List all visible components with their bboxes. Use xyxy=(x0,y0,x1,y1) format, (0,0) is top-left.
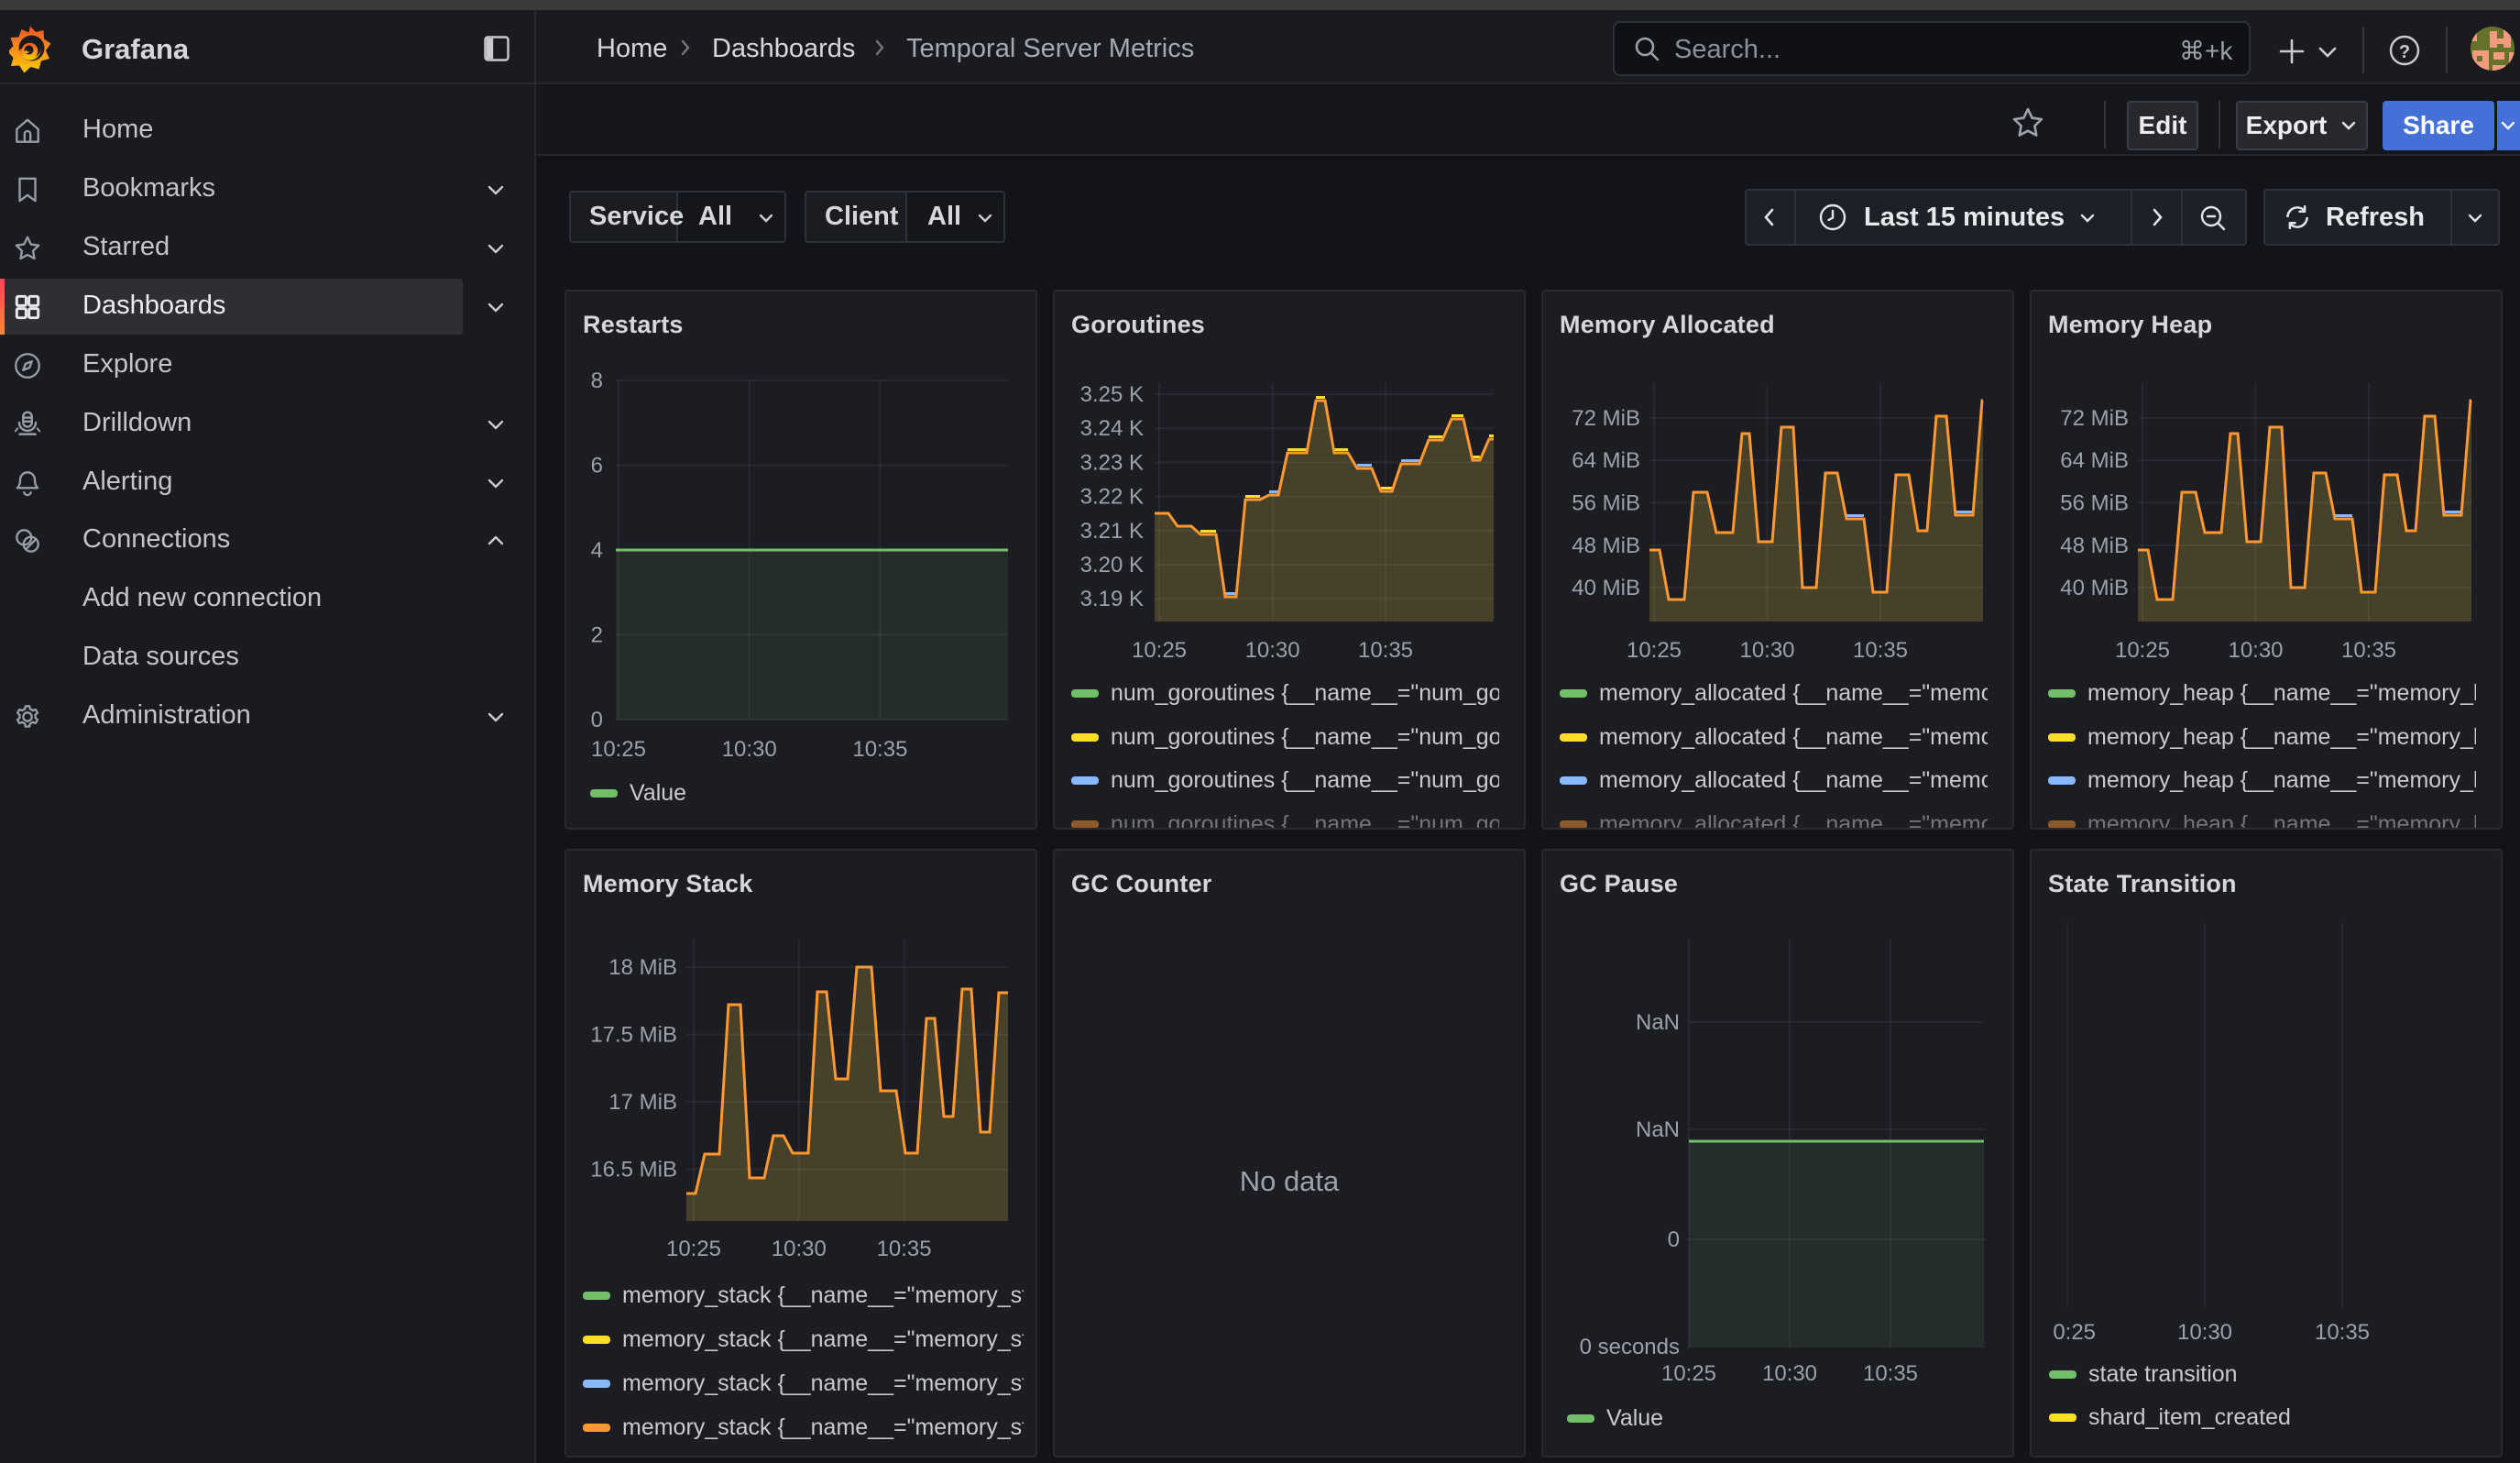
svg-text:64 MiB: 64 MiB xyxy=(2060,448,2129,473)
svg-text:10:30: 10:30 xyxy=(1762,1361,1817,1386)
svg-text:10:30: 10:30 xyxy=(2228,638,2283,663)
svg-text:10:30: 10:30 xyxy=(722,737,777,762)
svg-text:56 MiB: 56 MiB xyxy=(1572,491,1640,516)
svg-text:10:25: 10:25 xyxy=(2041,1320,2096,1345)
svg-text:10:30: 10:30 xyxy=(2177,1320,2232,1345)
svg-text:6: 6 xyxy=(591,454,603,478)
svg-text:10:35: 10:35 xyxy=(1863,1361,1918,1386)
svg-text:18 MiB: 18 MiB xyxy=(608,955,677,980)
svg-text:0: 0 xyxy=(591,708,603,732)
svg-text:4: 4 xyxy=(591,538,603,563)
svg-text:10:25: 10:25 xyxy=(666,1237,721,1261)
svg-text:10:25: 10:25 xyxy=(1661,1361,1716,1386)
svg-text:48 MiB: 48 MiB xyxy=(2060,534,2129,558)
svg-text:NaN: NaN xyxy=(1636,1117,1680,1142)
svg-text:10:25: 10:25 xyxy=(1132,638,1187,663)
svg-text:10:25: 10:25 xyxy=(591,737,646,762)
svg-text:10:30: 10:30 xyxy=(1245,638,1300,663)
svg-text:8: 8 xyxy=(591,368,603,393)
svg-text:3.22 K: 3.22 K xyxy=(1080,485,1144,510)
svg-text:40 MiB: 40 MiB xyxy=(1572,576,1640,600)
svg-text:10:35: 10:35 xyxy=(852,737,907,762)
svg-text:10:25: 10:25 xyxy=(1627,638,1682,663)
svg-text:?: ? xyxy=(2399,42,2410,62)
svg-text:10:35: 10:35 xyxy=(1853,638,1908,663)
svg-text:10:35: 10:35 xyxy=(1358,638,1413,663)
svg-text:3.19 K: 3.19 K xyxy=(1080,587,1144,611)
svg-text:0 seconds: 0 seconds xyxy=(1580,1335,1680,1359)
svg-text:17 MiB: 17 MiB xyxy=(608,1090,677,1115)
svg-text:64 MiB: 64 MiB xyxy=(1572,448,1640,473)
svg-text:10:35: 10:35 xyxy=(2341,638,2396,663)
svg-text:72 MiB: 72 MiB xyxy=(2060,406,2129,431)
svg-text:2: 2 xyxy=(591,623,603,648)
svg-text:10:35: 10:35 xyxy=(877,1237,932,1261)
svg-text:10:35: 10:35 xyxy=(2315,1320,2370,1345)
svg-text:16.5 MiB: 16.5 MiB xyxy=(590,1158,677,1182)
svg-text:72 MiB: 72 MiB xyxy=(1572,406,1640,431)
svg-text:10:30: 10:30 xyxy=(1739,638,1794,663)
svg-text:10:25: 10:25 xyxy=(2115,638,2170,663)
svg-text:48 MiB: 48 MiB xyxy=(1572,534,1640,558)
svg-text:40 MiB: 40 MiB xyxy=(2060,576,2129,600)
svg-text:17.5 MiB: 17.5 MiB xyxy=(590,1023,677,1048)
svg-text:3.25 K: 3.25 K xyxy=(1080,382,1144,407)
svg-text:NaN: NaN xyxy=(1636,1010,1680,1035)
svg-text:3.23 K: 3.23 K xyxy=(1080,450,1144,475)
svg-text:3.24 K: 3.24 K xyxy=(1080,416,1144,441)
svg-text:10:30: 10:30 xyxy=(772,1237,827,1261)
svg-text:56 MiB: 56 MiB xyxy=(2060,491,2129,516)
svg-text:0: 0 xyxy=(1668,1227,1680,1252)
svg-text:3.21 K: 3.21 K xyxy=(1080,519,1144,544)
svg-text:3.20 K: 3.20 K xyxy=(1080,553,1144,578)
